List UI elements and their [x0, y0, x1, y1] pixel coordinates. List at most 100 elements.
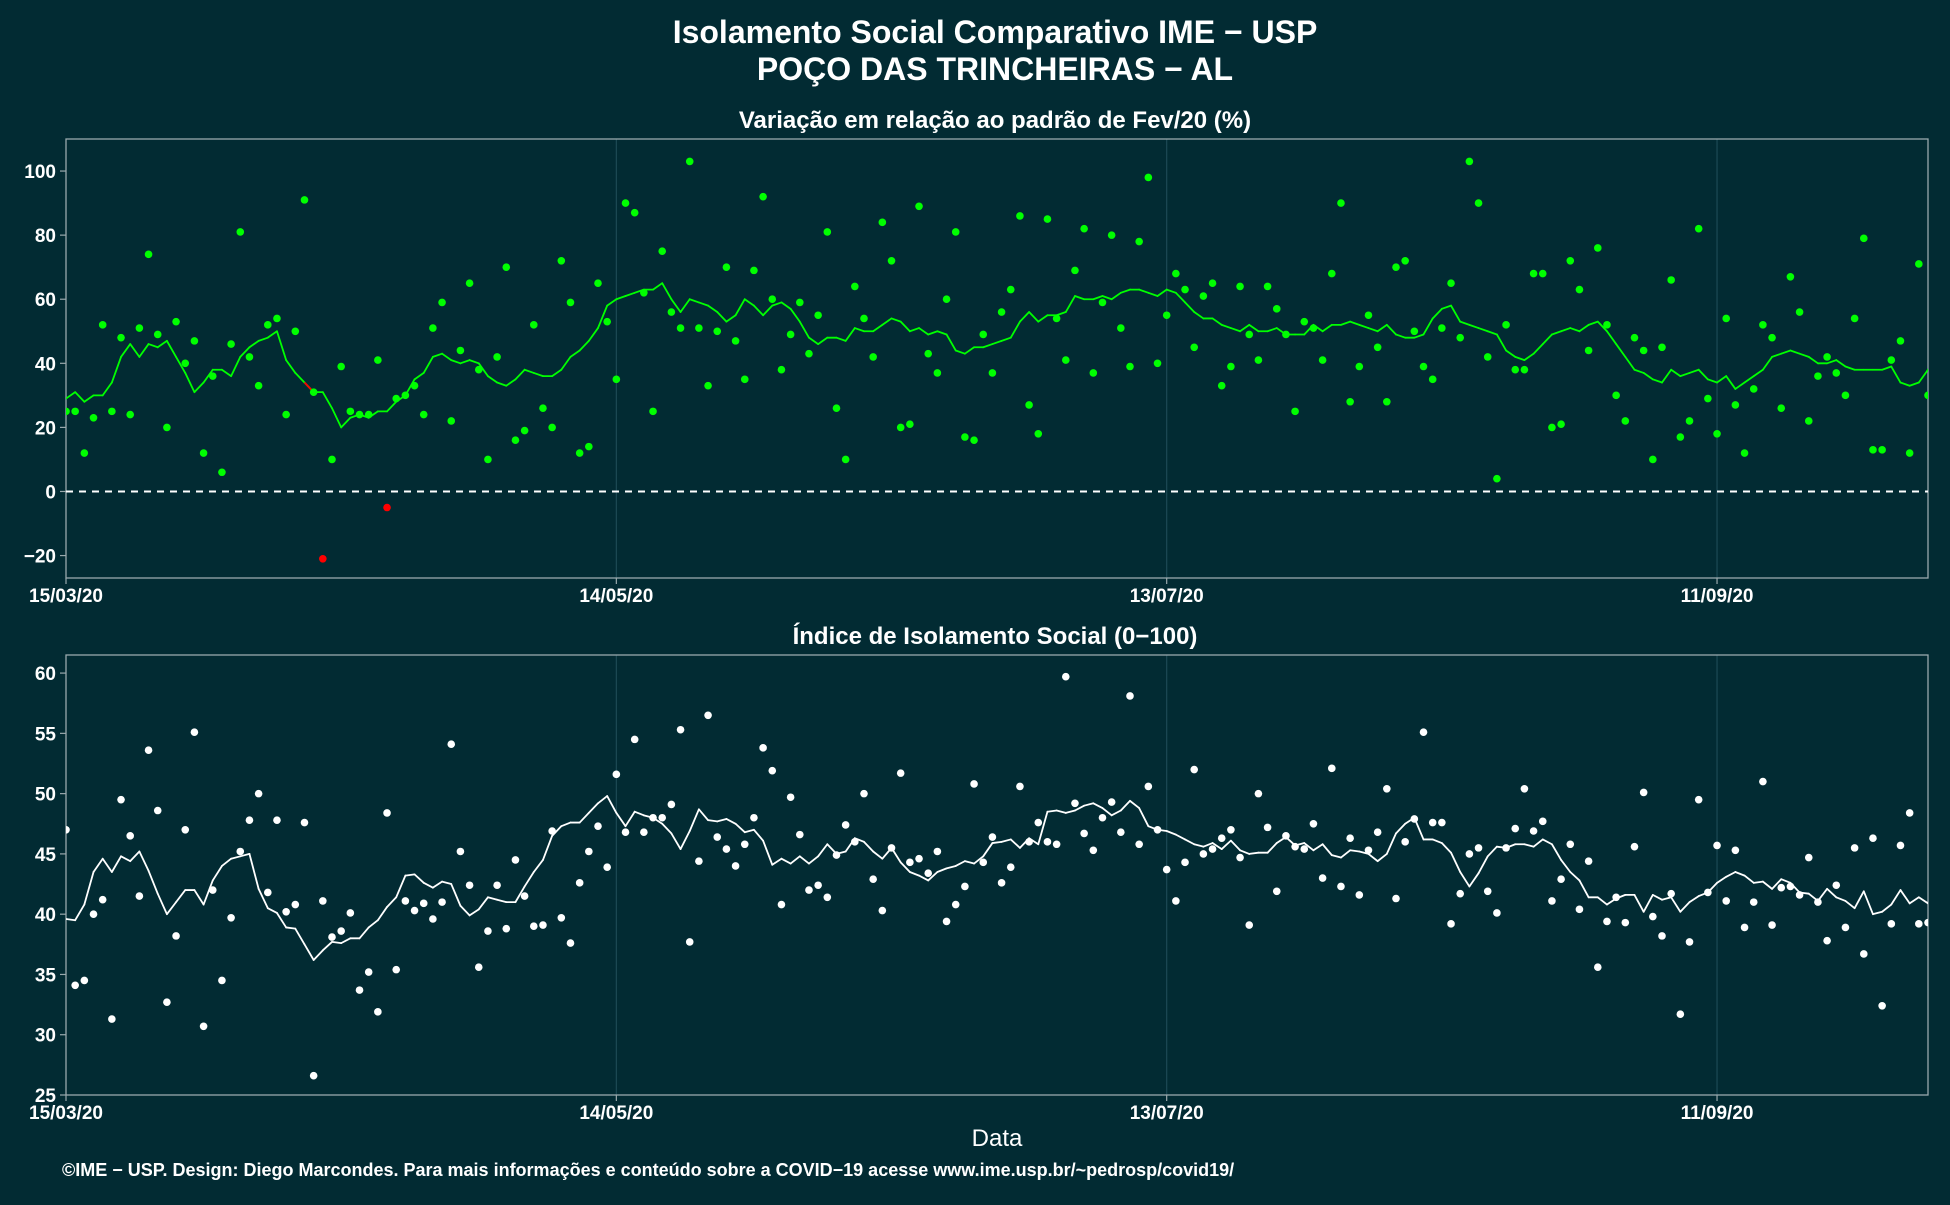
data-point — [1162, 311, 1171, 320]
data-point — [1401, 256, 1409, 265]
moving-average-segment — [101, 857, 113, 873]
moving-average-segment — [725, 818, 737, 825]
data-point — [520, 426, 529, 435]
data-point — [1162, 865, 1171, 874]
moving-average-segment — [340, 937, 352, 945]
data-point — [612, 375, 621, 384]
y-tick-label: −20 — [24, 547, 56, 568]
data-point — [1098, 813, 1107, 822]
moving-average-segment — [175, 889, 187, 904]
data-point — [1896, 337, 1905, 345]
data-point — [254, 381, 263, 390]
data-point — [465, 881, 474, 890]
y-tick-label: 35 — [35, 965, 57, 986]
moving-average-segment — [1578, 879, 1590, 899]
moving-average-segment — [1266, 327, 1278, 333]
moving-average-segment — [1303, 842, 1315, 852]
moving-average-segment — [110, 855, 122, 873]
data-point — [906, 858, 914, 867]
data-point — [979, 330, 988, 339]
moving-average-segment — [221, 368, 233, 378]
data-point — [667, 308, 676, 316]
data-point — [1373, 828, 1382, 837]
data-point — [172, 932, 180, 940]
data-point — [71, 407, 79, 416]
moving-average-segment — [927, 330, 939, 336]
data-point — [1126, 692, 1134, 700]
data-point — [1749, 385, 1758, 393]
moving-average-segment — [1385, 832, 1397, 855]
moving-average-segment — [83, 394, 95, 403]
data-point — [1933, 871, 1941, 879]
data-point — [291, 900, 300, 909]
data-point — [1749, 898, 1758, 906]
data-point — [364, 968, 373, 976]
data-point — [172, 317, 180, 326]
data-point — [1181, 858, 1189, 867]
moving-average-segment — [1734, 381, 1746, 390]
moving-average-segment — [1138, 807, 1150, 828]
moving-average-segment — [1064, 809, 1076, 814]
moving-average-segment — [1844, 365, 1856, 371]
data-point — [795, 830, 804, 839]
data-point — [933, 847, 942, 856]
data-point — [1052, 840, 1061, 849]
data-point — [1814, 372, 1822, 380]
data-point — [740, 840, 749, 849]
moving-average-segment — [1899, 381, 1911, 387]
moving-average-segment — [1560, 327, 1572, 333]
moving-average-segment — [817, 336, 829, 345]
moving-average-segment — [624, 810, 636, 828]
moving-average-segment — [697, 808, 709, 822]
moving-average-segment — [1835, 896, 1847, 902]
data-point — [1447, 920, 1455, 928]
data-point — [1694, 224, 1703, 233]
moving-average-segment — [688, 808, 700, 832]
moving-average-segment — [459, 359, 471, 365]
data-point — [1759, 321, 1767, 329]
main-title-line2: POÇO DAS TRINCHEIRAS − AL — [757, 51, 1233, 87]
moving-average-segment — [147, 343, 159, 349]
moving-average-segment — [1174, 291, 1186, 304]
data-point — [71, 981, 79, 990]
data-point — [1529, 269, 1538, 278]
moving-average-segment — [138, 850, 150, 872]
data-point — [1823, 353, 1831, 361]
data-point — [1254, 789, 1263, 798]
data-point — [1107, 231, 1116, 239]
data-point — [1548, 897, 1556, 905]
moving-average-segment — [1725, 871, 1737, 878]
data-point — [1052, 314, 1061, 323]
data-point — [1731, 401, 1740, 409]
moving-average-segment — [230, 355, 242, 378]
data-point — [1915, 260, 1923, 268]
y-tick-label: 50 — [35, 785, 56, 806]
moving-average-segment — [1752, 368, 1764, 378]
data-point — [1630, 333, 1639, 342]
data-point — [1869, 834, 1877, 843]
data-point — [1428, 375, 1437, 384]
moving-average-segment — [1459, 320, 1471, 326]
moving-average-segment — [1055, 311, 1067, 317]
data-point — [1905, 449, 1914, 457]
data-point — [658, 247, 667, 255]
data-point — [80, 976, 89, 985]
data-point — [1915, 920, 1923, 928]
data-point — [1300, 317, 1309, 326]
data-point — [1493, 909, 1501, 917]
panel1-title: Variação em relação ao padrão de Fev/20 … — [739, 107, 1251, 134]
data-point — [181, 825, 190, 834]
data-point — [1327, 764, 1336, 773]
data-point — [942, 295, 951, 304]
moving-average-segment — [202, 879, 214, 906]
data-point — [667, 800, 676, 809]
y-tick-label: 55 — [35, 724, 57, 745]
moving-average-segment — [936, 330, 948, 336]
data-point — [1153, 359, 1162, 368]
data-point — [1190, 343, 1199, 352]
moving-average-segment — [147, 869, 159, 895]
data-point — [951, 900, 960, 909]
data-point — [1208, 845, 1217, 853]
moving-average-segment — [652, 282, 664, 291]
moving-average-segment — [331, 941, 343, 945]
